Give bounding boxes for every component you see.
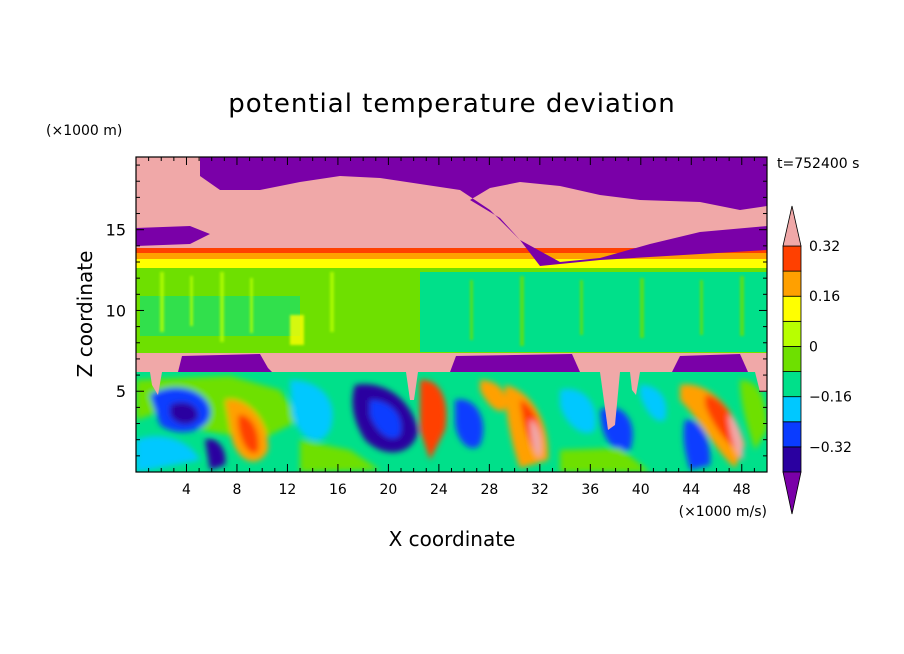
x-tick-label: 28: [480, 482, 498, 498]
heatmap-field: [136, 157, 767, 472]
x-axis: 4 8 12 16 20 24 28 32 36 40 44 48: [148, 157, 755, 498]
colorbar-extend-max: [782, 205, 802, 247]
x-unit-label: (×1000 m/s): [679, 504, 767, 520]
colorbar-segment: [782, 346, 802, 372]
field-upper-orange: [136, 253, 767, 260]
colorbar-segment: [782, 320, 802, 347]
field-upper-red: [136, 248, 767, 254]
x-tick-label: 24: [430, 482, 448, 498]
colorbar-segment: [782, 396, 802, 423]
time-label: t=752400 s: [777, 156, 859, 172]
x-tick-label: 32: [531, 482, 549, 498]
y-tick-label: 15: [106, 221, 126, 240]
colorbar: 0.32 0.16 0 −0.16 −0.32: [782, 205, 852, 515]
x-tick-label: 36: [581, 482, 599, 498]
colorbar-label: 0.32: [809, 239, 840, 255]
colorbar-label: −0.16: [809, 390, 852, 406]
chart-title: potential temperature deviation: [228, 89, 675, 119]
field-lower-cap-2: [450, 354, 580, 372]
y-unit-label: (×1000 m): [46, 123, 122, 139]
colorbar-segment: [782, 371, 802, 398]
colorbar-segment: [782, 421, 802, 448]
x-tick-label: 40: [632, 482, 650, 498]
colorbar-label: 0: [809, 339, 818, 355]
colorbar-segment: [782, 245, 802, 272]
field-lower-cap-1: [178, 354, 272, 372]
colorbar-label: −0.32: [809, 440, 852, 456]
colorbar-segment: [782, 446, 802, 473]
colorbar-extend-min: [782, 471, 802, 515]
x-tick-label: 48: [733, 482, 751, 498]
colorbar-segment: [782, 295, 802, 322]
x-tick-label: 20: [379, 482, 397, 498]
y-tick-label: 5: [116, 382, 126, 401]
x-tick-label: 8: [232, 482, 241, 498]
field-upper-left-purple: [136, 226, 210, 246]
y-axis-label: Z coordinate: [73, 251, 97, 378]
colorbar-segment: [782, 270, 802, 297]
x-tick-label: 44: [682, 482, 700, 498]
x-tick-label: 12: [279, 482, 297, 498]
colorbar-label: 0.16: [809, 289, 840, 305]
field-upper-yellow: [136, 259, 767, 269]
x-tick-label: 16: [329, 482, 347, 498]
y-tick-label: 10: [106, 301, 126, 320]
x-tick-label: 4: [182, 482, 191, 498]
field-upper-purple: [200, 157, 767, 266]
x-axis-label: X coordinate: [389, 527, 516, 551]
field-inversion-band: [136, 353, 767, 373]
field-lower-cap-3: [672, 354, 748, 372]
field-middle-right: [420, 272, 767, 352]
y-axis: 5 10 15: [106, 164, 767, 457]
